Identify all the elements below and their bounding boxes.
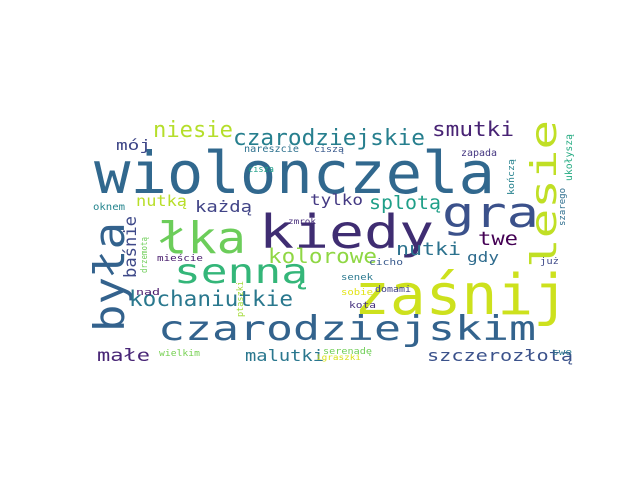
- cloud-word: czarodziejskim: [158, 309, 536, 349]
- cloud-word: niesie: [153, 118, 233, 143]
- cloud-word: kochaniutkie: [129, 287, 293, 311]
- cloud-word: cicho: [369, 258, 403, 268]
- cloud-word: oknem: [93, 202, 125, 213]
- cloud-background: [80, 120, 560, 360]
- cloud-word: igraszki: [316, 353, 361, 362]
- cloud-word: wielkim: [159, 349, 200, 359]
- cloud-word: kolorowe: [268, 244, 377, 268]
- cloud-word: nutką: [136, 192, 187, 210]
- cloud-word: kończą: [507, 159, 517, 195]
- cloud-word: zapada: [461, 148, 497, 159]
- cloud-word: swe: [552, 348, 572, 358]
- cloud-word: mój: [116, 138, 151, 154]
- cloud-word: ukołyszą: [564, 134, 575, 181]
- cloud-word: twe: [478, 228, 518, 250]
- cloud-word: nad: [136, 288, 160, 298]
- cloud-word: splotą: [369, 192, 441, 214]
- cloud-word: sobie: [341, 288, 373, 298]
- cloud-word: wiolonczela: [94, 139, 495, 207]
- cloud-word: kota: [349, 301, 376, 311]
- cloud-word: łka: [158, 213, 246, 264]
- cloud-word: malutki: [245, 346, 324, 365]
- cloud-word: zmrok: [288, 217, 316, 226]
- cloud-word: ciszą: [314, 145, 344, 155]
- cloud-word: domami: [375, 285, 411, 295]
- cloud-word: serenadę: [323, 347, 372, 357]
- cloud-word: senek: [341, 273, 374, 283]
- cloud-word: mieście: [157, 253, 203, 264]
- cloud-word: gra: [442, 188, 539, 237]
- cloud-word: baśnie: [121, 216, 141, 278]
- cloud-word: już: [540, 257, 559, 267]
- cloud-word: nutki: [396, 239, 461, 260]
- cloud-word: ptaszki: [236, 281, 246, 317]
- cloud-word: szczerozłotą: [427, 346, 573, 365]
- cloud-word: czarodziejskie: [233, 126, 425, 151]
- cloud-word: każdą: [195, 197, 252, 216]
- cloud-word: senną: [174, 252, 308, 292]
- cloud-word: była: [85, 222, 134, 332]
- cloud-word: zaśnij: [354, 263, 569, 328]
- cloud-word: nareszcie: [244, 144, 299, 155]
- cloud-word: cisza: [248, 165, 274, 175]
- cloud-word: tylko: [310, 191, 363, 209]
- cloud-word: smutki: [432, 117, 514, 141]
- cloud-word: lesie: [524, 120, 565, 268]
- cloud-word: szarego: [558, 188, 568, 226]
- cloud-word: drzemotą: [140, 237, 150, 273]
- cloud-word: małe: [97, 346, 150, 366]
- cloud-word: kiedy: [259, 205, 434, 259]
- cloud-word: gdy: [467, 250, 499, 266]
